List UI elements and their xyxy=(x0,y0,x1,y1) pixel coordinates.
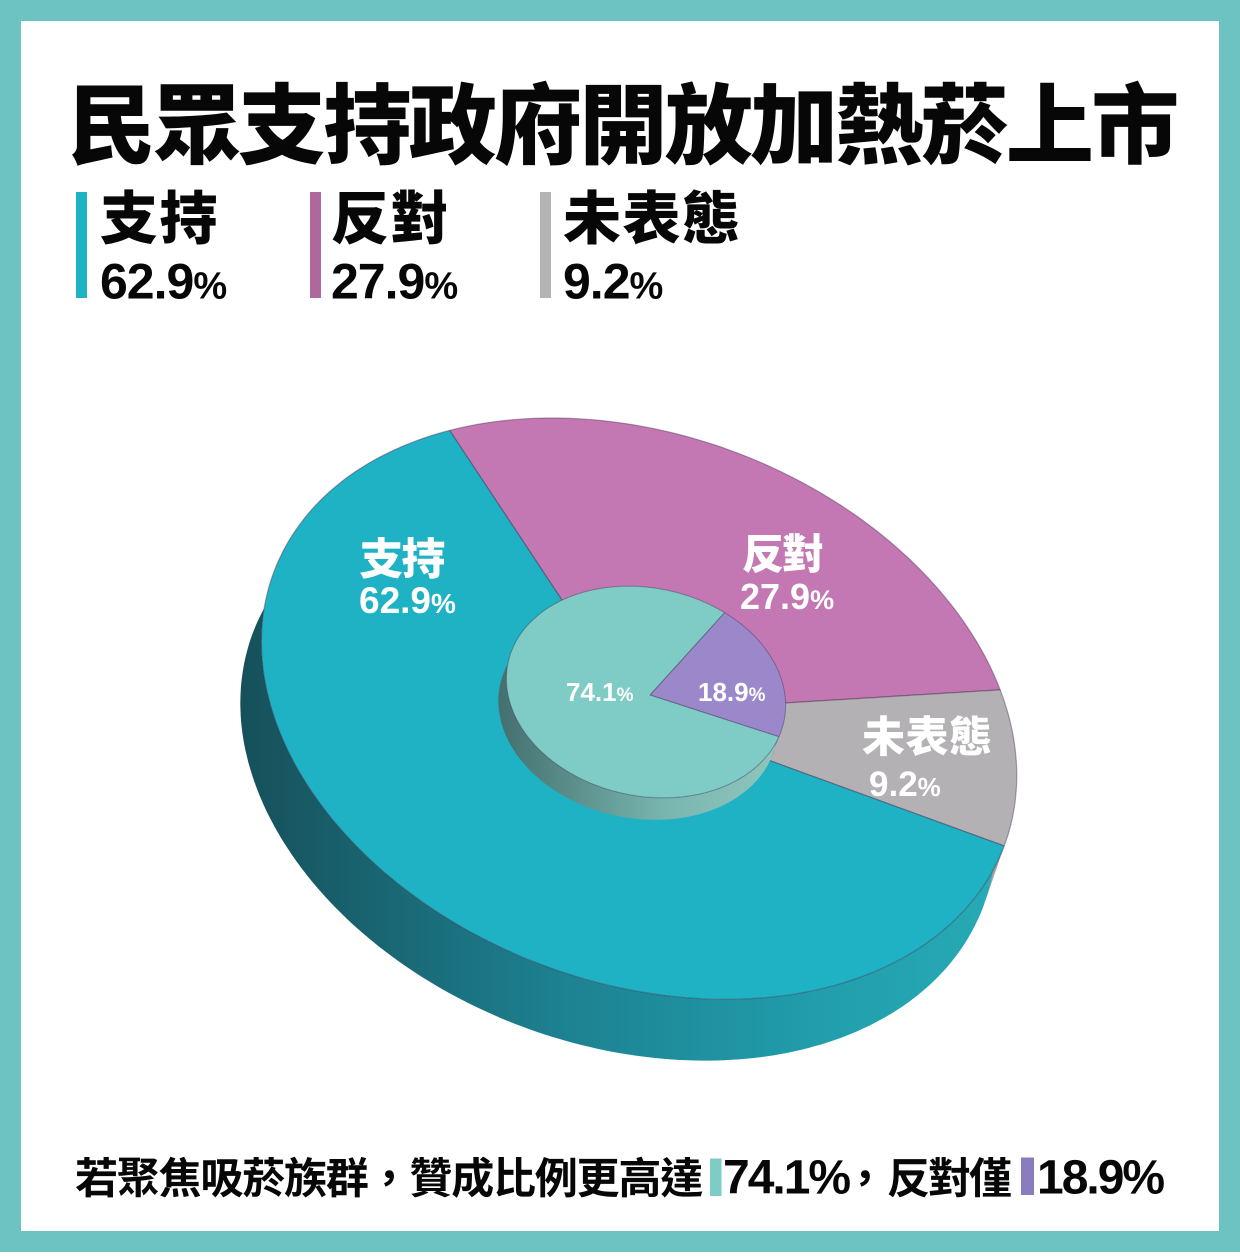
svg-text:9.2%: 9.2% xyxy=(869,765,941,804)
svg-text:74.1%: 74.1% xyxy=(723,1152,850,1205)
svg-text:18.9%: 18.9% xyxy=(1037,1152,1164,1205)
svg-text:9.2%: 9.2% xyxy=(563,254,663,310)
